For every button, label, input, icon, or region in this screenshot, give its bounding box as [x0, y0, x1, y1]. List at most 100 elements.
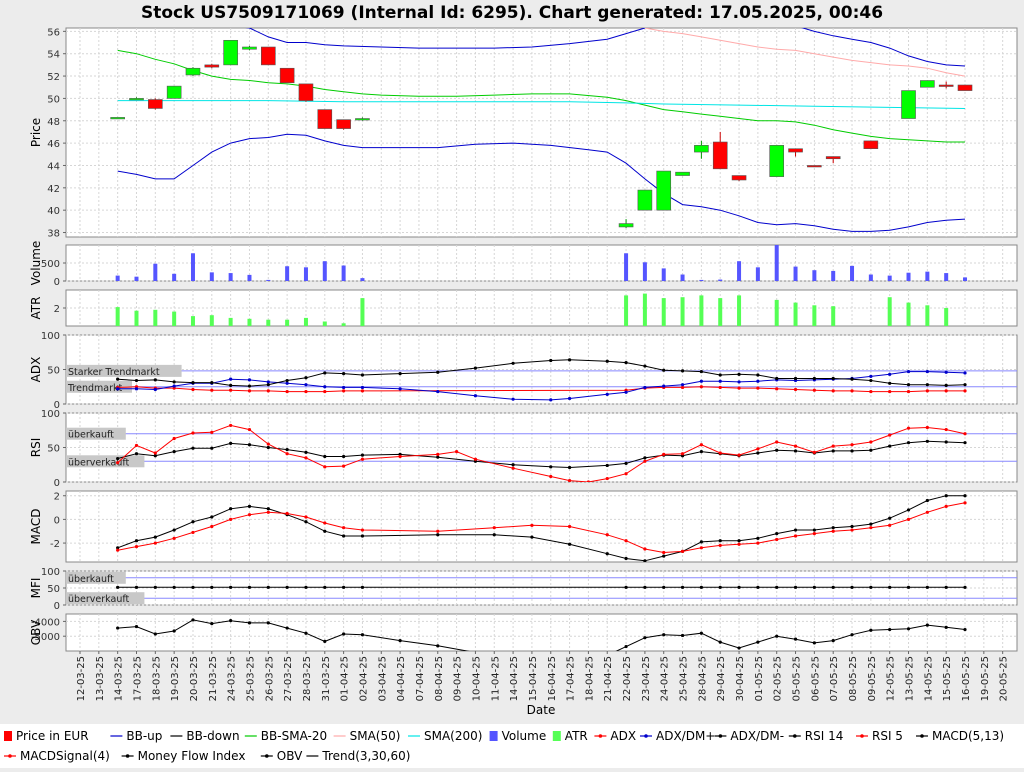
- series-line-adx-dm--marker: [323, 371, 327, 375]
- x-tick-label: 31-03-25: [321, 656, 332, 701]
- x-tick-label: 12-03-25: [76, 656, 87, 701]
- legend-label: BB-SMA-20: [261, 729, 327, 743]
- series-line-rsi-5-marker: [680, 452, 685, 456]
- volume-bar: [755, 267, 760, 281]
- candle-body: [901, 90, 916, 119]
- series-line-macdsignal-4--marker: [718, 543, 722, 548]
- series-line-rsi-14-marker: [247, 443, 252, 447]
- series-line-macdsignal-4--marker: [342, 526, 346, 530]
- series-line-rsi-14-marker: [775, 448, 779, 452]
- series-line-rsi-5-marker: [775, 440, 779, 444]
- series-line-rsi-14-marker: [342, 454, 346, 459]
- atr-bar: [360, 298, 365, 326]
- series-line-adx-dm--marker: [906, 369, 911, 374]
- legend-swatch: [552, 731, 561, 741]
- series-line-adx-dm--marker: [831, 376, 835, 381]
- volume-bar: [228, 273, 233, 281]
- macd-panel: -2 0 2 MACD: [29, 490, 1018, 563]
- series-line-macdsignal-4--marker: [888, 523, 892, 527]
- series-line-macdsignal-4--marker: [850, 528, 854, 532]
- candle-body: [298, 83, 314, 101]
- rsi-ytick-label: 100: [41, 409, 60, 420]
- series-line-adx-dm--marker: [718, 373, 722, 377]
- series-line-rsi-14-marker: [906, 441, 911, 445]
- adx-ref-label: Starker Trendmarkt: [68, 367, 160, 378]
- x-tick-label: 21-03-25: [208, 656, 219, 701]
- candle-body: [242, 46, 257, 50]
- series-line-obv-marker: [229, 619, 233, 623]
- series-line-adx-dm--marker: [737, 372, 741, 376]
- series-line-macdsignal-4--marker: [831, 529, 835, 533]
- legend-label: MACDSignal(4): [20, 749, 110, 763]
- x-tick-label: 17-04-25: [566, 656, 577, 701]
- series-line-macd-5-13--marker: [963, 494, 967, 498]
- series-line-rsi-14-marker: [925, 439, 929, 443]
- atr-bar: [699, 295, 704, 326]
- atr-bar: [172, 311, 177, 326]
- legend-item: BB-down: [170, 729, 240, 743]
- atr-bar: [925, 305, 930, 326]
- series-line-sma-200-: [117, 100, 966, 109]
- volume-plot: [115, 245, 968, 281]
- series-line-adx-dm--marker: [229, 377, 233, 381]
- series-line-rsi-5-marker: [586, 480, 591, 482]
- series-line-money-flow-index-marker: [210, 585, 214, 589]
- series-line-rsi-14-marker: [511, 463, 515, 467]
- series-line-adx-marker: [229, 388, 233, 392]
- series-line-macd-5-13--marker: [266, 507, 270, 511]
- series-line-adx-dm--marker: [266, 383, 270, 387]
- series-line-adx-marker: [756, 386, 760, 390]
- series-line-adx-dm--marker: [153, 378, 157, 382]
- volume-bar: [172, 273, 177, 281]
- series-line-macdsignal-4--marker: [624, 539, 628, 543]
- series-line-adx-dm--marker: [210, 381, 214, 385]
- series-line-obv-marker: [737, 646, 741, 650]
- volume-bar: [944, 273, 949, 281]
- rsi-panel: 0 50 100 RSI überkauft überverkauft: [29, 409, 1018, 489]
- series-line-macd-5-13-: [117, 495, 965, 562]
- volume-bar: [115, 275, 120, 281]
- series-line-adx-marker: [191, 387, 195, 392]
- adx-y-axis-label: ADX: [29, 357, 43, 383]
- atr-y-axis-label: ATR: [29, 297, 43, 320]
- macd-y-axis-label: MACD: [29, 509, 43, 545]
- obv-ytick-label: -5000: [31, 632, 60, 643]
- series-line-rsi-5-marker: [266, 442, 270, 446]
- atr-bar: [247, 318, 252, 326]
- series-line-rsi-5-marker: [229, 423, 233, 428]
- series-line-adx-dm--marker: [567, 358, 572, 362]
- series-line-macdsignal-4--marker: [172, 536, 176, 540]
- series-line-adx-dm--marker: [567, 396, 572, 401]
- x-tick-label: 14-03-25: [114, 656, 125, 701]
- series-line-money-flow-index-marker: [662, 585, 666, 589]
- series-line-adx-dm--marker: [473, 394, 478, 398]
- series-line-adx-dm--marker: [342, 385, 346, 390]
- series-line-money-flow-index-marker: [737, 585, 741, 589]
- x-tick-label: 17-03-25: [132, 656, 143, 701]
- rsi-ref-label-bg: [66, 455, 145, 468]
- x-tick-label: 25-04-25: [679, 656, 690, 701]
- x-tick-label: 11-04-25: [490, 656, 501, 701]
- volume-ytick-label: 500: [41, 259, 60, 270]
- legend-label: SMA(200): [424, 729, 482, 743]
- legend: Price in EUR BB-up BB-down BB-SMA-20 SMA(50)…: [0, 724, 1024, 768]
- series-line-macd-5-13--marker: [737, 539, 741, 543]
- obv-ytick-label: -4000: [31, 617, 60, 628]
- x-tick-label: 23-04-25: [641, 656, 652, 701]
- rsi-ref-label: überkauft: [68, 430, 114, 441]
- legend-label: Money Flow Index: [138, 749, 246, 763]
- series-line-money-flow-index-marker: [699, 585, 703, 589]
- legend-marker: [860, 734, 864, 738]
- series-line-adx-marker: [718, 385, 722, 390]
- atr-bar: [680, 297, 685, 326]
- series-line-rsi-5-marker: [624, 472, 628, 476]
- series-line-adx-dm--marker: [134, 387, 139, 391]
- series-line-macdsignal-4--marker: [323, 521, 327, 525]
- atr-bar: [718, 298, 723, 326]
- x-tick-label: 15-04-25: [528, 656, 539, 701]
- atr-bar: [661, 298, 666, 326]
- series-line-adx-dm--marker: [549, 358, 553, 363]
- series-line-macdsignal-4--marker: [116, 548, 120, 552]
- series-line-rsi-14-marker: [210, 446, 214, 450]
